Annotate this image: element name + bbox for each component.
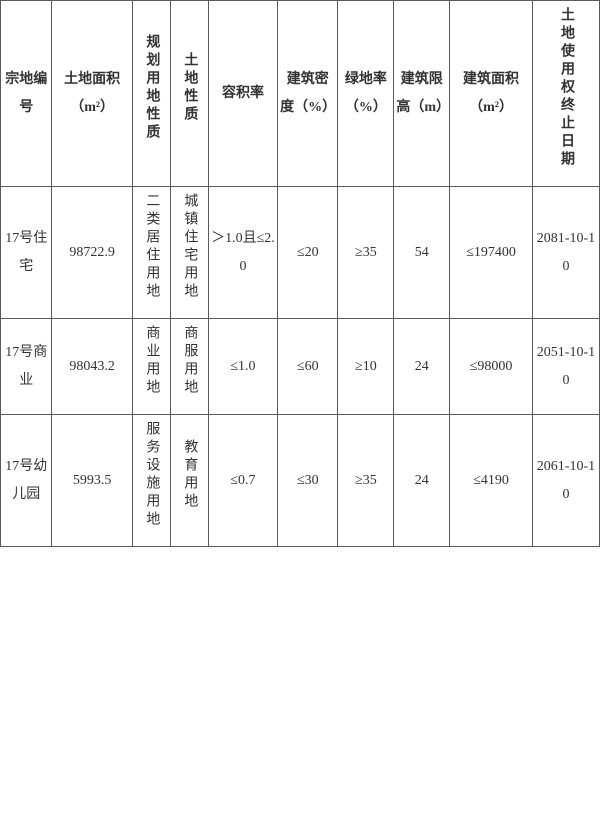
col-height: 建筑限高（m）	[394, 1, 450, 187]
table-row: 17号住宅 98722.9 二类居住用地 城镇住宅用地 ＞1.0且≤2.0 ≤2…	[1, 187, 600, 319]
cell-area: 98043.2	[52, 319, 132, 415]
cell-area: 98722.9	[52, 187, 132, 319]
cell-density: ≤30	[278, 415, 338, 547]
cell-parcel: 17号商业	[1, 319, 52, 415]
land-parcel-table: 宗地编号 土地面积（m²） 规划用地性质 土地性质 容积率 建筑密度（%） 绿地…	[0, 0, 600, 547]
header-row: 宗地编号 土地面积（m²） 规划用地性质 土地性质 容积率 建筑密度（%） 绿地…	[1, 1, 600, 187]
cell-green: ≥35	[338, 187, 394, 319]
col-land-use: 土地性质	[170, 1, 208, 187]
cell-bld-area: ≤4190	[450, 415, 533, 547]
cell-height: 24	[394, 415, 450, 547]
cell-parcel: 17号住宅	[1, 187, 52, 319]
col-plan-use: 规划用地性质	[132, 1, 170, 187]
cell-green: ≥35	[338, 415, 394, 547]
cell-plan-use: 二类居住用地	[132, 187, 170, 319]
cell-expiry: 2081-10-10	[532, 187, 599, 319]
cell-far: ＞1.0且≤2.0	[208, 187, 277, 319]
cell-bld-area: ≤197400	[450, 187, 533, 319]
cell-land-use: 商服用地	[170, 319, 208, 415]
table-row: 17号幼儿园 5993.5 服务设施用地 教育用地 ≤0.7 ≤30 ≥35 2…	[1, 415, 600, 547]
table-body: 17号住宅 98722.9 二类居住用地 城镇住宅用地 ＞1.0且≤2.0 ≤2…	[1, 187, 600, 547]
cell-land-use: 教育用地	[170, 415, 208, 547]
cell-far: ≤1.0	[208, 319, 277, 415]
col-expiry: 土地使用权终止日期	[532, 1, 599, 187]
col-green: 绿地率（%）	[338, 1, 394, 187]
cell-density: ≤20	[278, 187, 338, 319]
cell-land-use: 城镇住宅用地	[170, 187, 208, 319]
col-parcel-id: 宗地编号	[1, 1, 52, 187]
cell-plan-use: 商业用地	[132, 319, 170, 415]
cell-far: ≤0.7	[208, 415, 277, 547]
col-density: 建筑密度（%）	[278, 1, 338, 187]
col-land-area: 土地面积（m²）	[52, 1, 132, 187]
table-header: 宗地编号 土地面积（m²） 规划用地性质 土地性质 容积率 建筑密度（%） 绿地…	[1, 1, 600, 187]
cell-expiry: 2051-10-10	[532, 319, 599, 415]
cell-green: ≥10	[338, 319, 394, 415]
cell-expiry: 2061-10-10	[532, 415, 599, 547]
cell-plan-use: 服务设施用地	[132, 415, 170, 547]
cell-bld-area: ≤98000	[450, 319, 533, 415]
col-far: 容积率	[208, 1, 277, 187]
col-bld-area: 建筑面积（m²）	[450, 1, 533, 187]
cell-area: 5993.5	[52, 415, 132, 547]
table-row: 17号商业 98043.2 商业用地 商服用地 ≤1.0 ≤60 ≥10 24 …	[1, 319, 600, 415]
cell-height: 24	[394, 319, 450, 415]
cell-parcel: 17号幼儿园	[1, 415, 52, 547]
cell-density: ≤60	[278, 319, 338, 415]
cell-height: 54	[394, 187, 450, 319]
